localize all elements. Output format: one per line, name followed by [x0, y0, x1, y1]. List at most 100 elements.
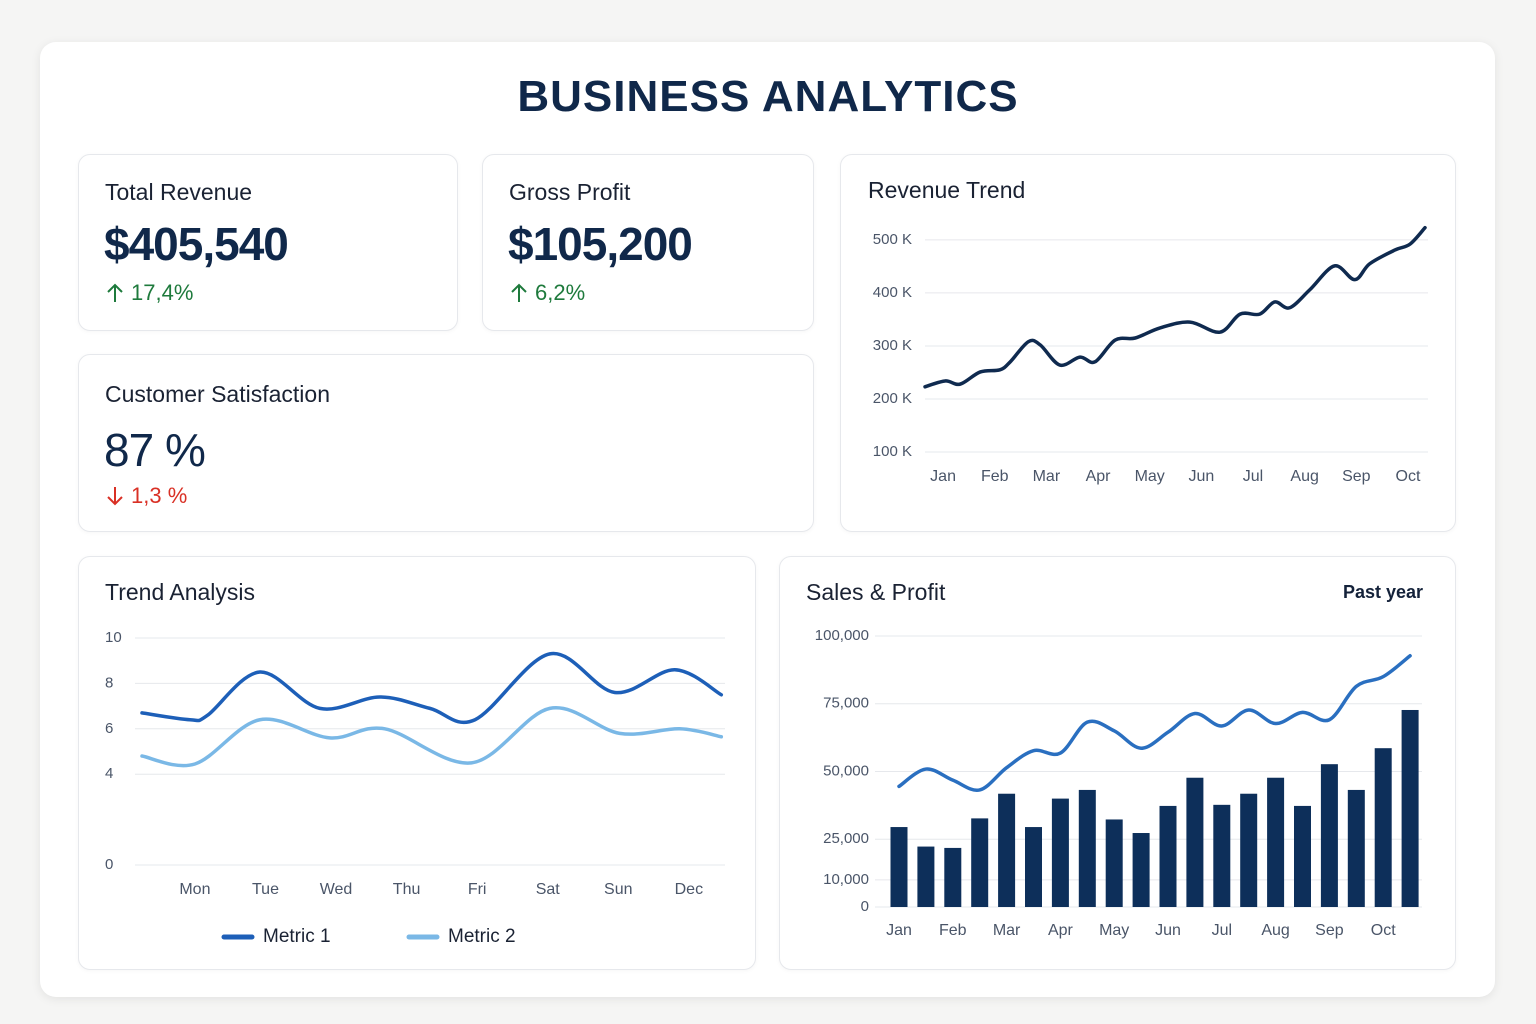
- kpi-change-text: 1,3 %: [131, 483, 188, 508]
- bar: [1078, 789, 1096, 907]
- bar: [1401, 709, 1419, 907]
- y-tick-label: 400 K: [873, 284, 912, 301]
- bar: [944, 847, 962, 907]
- x-tick-label: Jul: [1243, 468, 1263, 485]
- x-tick-label: Sep: [1315, 922, 1344, 939]
- y-tick-label: 0: [861, 898, 869, 915]
- x-tick-label: Jun: [1188, 468, 1214, 485]
- x-tick-label: Fri: [468, 881, 487, 898]
- x-tick-label: Feb: [981, 468, 1009, 485]
- x-tick-label: Tue: [252, 881, 279, 898]
- y-tick-label: 10,000: [823, 871, 869, 888]
- legend-label: Metric 2: [448, 926, 516, 947]
- x-tick-label: Feb: [939, 922, 967, 939]
- kpi-value: $405,540: [104, 218, 289, 270]
- x-tick-label: Wed: [320, 881, 353, 898]
- bar: [1240, 793, 1258, 907]
- x-tick-label: Jan: [930, 468, 956, 485]
- chart-title: Revenue Trend: [868, 177, 1025, 203]
- x-tick-label: Dec: [675, 881, 703, 898]
- x-tick-label: Aug: [1261, 922, 1289, 939]
- x-tick-label: Oct: [1396, 468, 1421, 485]
- y-tick-label: 100,000: [815, 627, 869, 644]
- x-tick-label: Jan: [886, 922, 912, 939]
- y-tick-label: 10: [105, 629, 122, 646]
- x-tick-label: Mar: [1033, 468, 1061, 485]
- chart-card: [78, 556, 756, 970]
- trend-arrow: [107, 283, 123, 302]
- x-tick-label: Sep: [1342, 468, 1371, 485]
- bar: [1132, 833, 1150, 907]
- x-tick-label: Oct: [1371, 922, 1396, 939]
- bar: [1159, 805, 1177, 907]
- trend-arrow-shape: [511, 283, 527, 302]
- data-line: [140, 706, 724, 768]
- trend-arrow: [107, 487, 123, 506]
- x-tick-label: Sun: [604, 881, 632, 898]
- chart-subtitle: Past year: [1343, 582, 1423, 602]
- data-line: [923, 225, 1427, 389]
- bar: [1267, 777, 1285, 907]
- chart-title: Sales & Profit: [806, 579, 946, 605]
- bar: [1186, 777, 1204, 907]
- bar: [998, 793, 1016, 907]
- data-line: [897, 654, 1412, 792]
- y-tick-label: 8: [105, 674, 113, 691]
- dashboard-title: BUSINESS ANALYTICS: [517, 72, 1019, 121]
- y-tick-label: 100 K: [873, 443, 912, 460]
- trend-arrow-shape: [107, 283, 123, 302]
- y-tick-label: 300 K: [873, 337, 912, 354]
- bar: [1320, 764, 1338, 907]
- kpi-card: Total Revenue $405,540 17,4%: [78, 154, 458, 331]
- bar: [971, 818, 989, 907]
- x-tick-label: Thu: [393, 881, 421, 898]
- kpi-value: 87 %: [104, 424, 206, 476]
- bar: [1051, 798, 1069, 907]
- y-tick-label: 4: [105, 765, 113, 782]
- kpi-change-text: 6,2%: [535, 280, 586, 305]
- bar: [1294, 805, 1311, 907]
- kpi-change: 17,4%: [105, 280, 193, 306]
- bar: [1347, 789, 1365, 907]
- kpi-change-text: 17,4%: [131, 280, 194, 305]
- y-tick-label: 6: [105, 720, 113, 737]
- y-tick-label: 200 K: [873, 390, 912, 407]
- kpi-card: Gross Profit $105,200 6,2%: [482, 154, 814, 331]
- bar: [890, 827, 908, 907]
- x-tick-label: Apr: [1048, 922, 1074, 939]
- x-tick-label: May: [1099, 922, 1129, 939]
- bar: [1213, 804, 1231, 907]
- trend-arrow-shape: [107, 487, 123, 506]
- chart-card: [840, 154, 1456, 532]
- x-tick-label: Apr: [1086, 468, 1112, 485]
- bar: [1025, 827, 1042, 907]
- x-tick-label: Aug: [1290, 468, 1318, 485]
- x-tick-label: Mon: [179, 881, 210, 898]
- kpi-value: $105,200: [508, 218, 693, 270]
- kpi-change: 6,2%: [509, 280, 585, 306]
- kpi-label: Gross Profit: [509, 179, 631, 205]
- kpi-change: 1,3 %: [105, 483, 187, 509]
- kpi-label: Total Revenue: [105, 179, 253, 205]
- x-tick-label: Jun: [1155, 922, 1181, 939]
- chart-title: Trend Analysis: [105, 579, 255, 605]
- y-tick-label: 75,000: [823, 695, 869, 712]
- y-tick-label: 25,000: [823, 830, 869, 847]
- y-tick-label: 50,000: [823, 762, 869, 779]
- legend-label: Metric 1: [263, 926, 331, 947]
- bar: [917, 846, 935, 907]
- x-tick-label: May: [1135, 468, 1165, 485]
- bar: [1374, 748, 1392, 907]
- y-tick-label: 0: [105, 856, 113, 873]
- kpi-label: Customer Satisfaction: [105, 381, 330, 407]
- x-tick-label: Sat: [536, 881, 561, 898]
- kpi-card: Customer Satisfaction 87 % 1,3 %: [78, 354, 814, 532]
- bar: [1105, 819, 1123, 907]
- x-tick-label: Mar: [993, 922, 1021, 939]
- data-line: [140, 652, 724, 725]
- trend-arrow: [511, 283, 527, 302]
- y-tick-label: 500 K: [873, 231, 912, 248]
- x-tick-label: Jul: [1212, 922, 1232, 939]
